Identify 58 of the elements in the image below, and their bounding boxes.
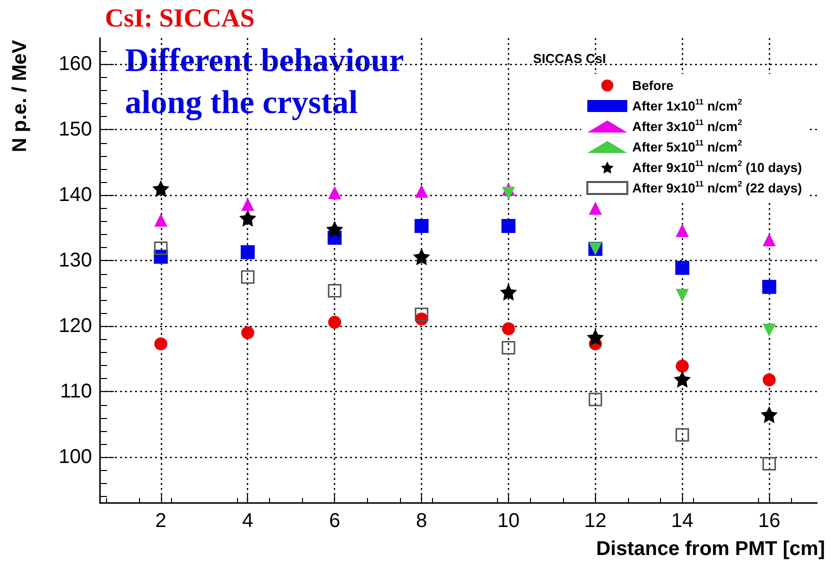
point [501,218,516,233]
chart-title: CsI: SICCAS [105,4,255,32]
annotation: Different behaviour along the crystal [125,43,412,121]
y-tick-label: 100 [58,446,92,468]
point [674,370,691,388]
point [762,280,776,294]
point [762,233,776,246]
point [762,373,776,386]
point [241,198,254,211]
x-tick-label: 4 [242,510,254,532]
x-tick-label: 16 [758,510,780,532]
point [502,341,516,355]
y-tick-label: 150 [58,118,92,141]
point [762,324,776,337]
point [154,337,168,350]
point [588,392,602,406]
x-axis-title: Distance from PMT [cm] [596,538,826,560]
point [676,224,689,238]
point [328,186,342,200]
y-tick-label: 140 [58,184,92,206]
point [240,245,255,260]
y-tick-label: 110 [60,380,92,403]
point [240,270,254,284]
point [588,202,602,215]
point [414,218,429,233]
point [152,180,170,198]
x-tick-label: 2 [155,510,166,532]
point [154,241,168,255]
point [239,210,256,227]
point [328,316,342,329]
point [502,186,515,200]
point [676,428,690,442]
point [760,406,778,424]
x-tick-label: 14 [671,510,694,532]
x-tick-label: 12 [584,510,607,532]
point [762,456,776,470]
point [500,284,517,301]
x-tick-label: 6 [329,510,340,532]
point [676,360,689,373]
x-tick-label: 8 [416,510,428,532]
point [415,184,428,198]
y-tick-label: 130 [58,250,92,272]
point [414,308,428,322]
point [413,248,430,266]
point [502,322,515,336]
y-axis-title: N p.e. / MeV [9,39,31,152]
y-tick-label: 120 [58,315,92,338]
x-tick-label: 10 [497,510,520,532]
legend-title: SICCAS CsI [533,51,606,66]
point [586,328,604,346]
point [675,260,690,275]
point [241,326,254,340]
point [676,288,689,302]
legend-label: Before [632,78,674,93]
point [154,214,168,227]
point [326,220,344,238]
y-tick-label: 160 [58,53,92,76]
point [328,284,342,298]
